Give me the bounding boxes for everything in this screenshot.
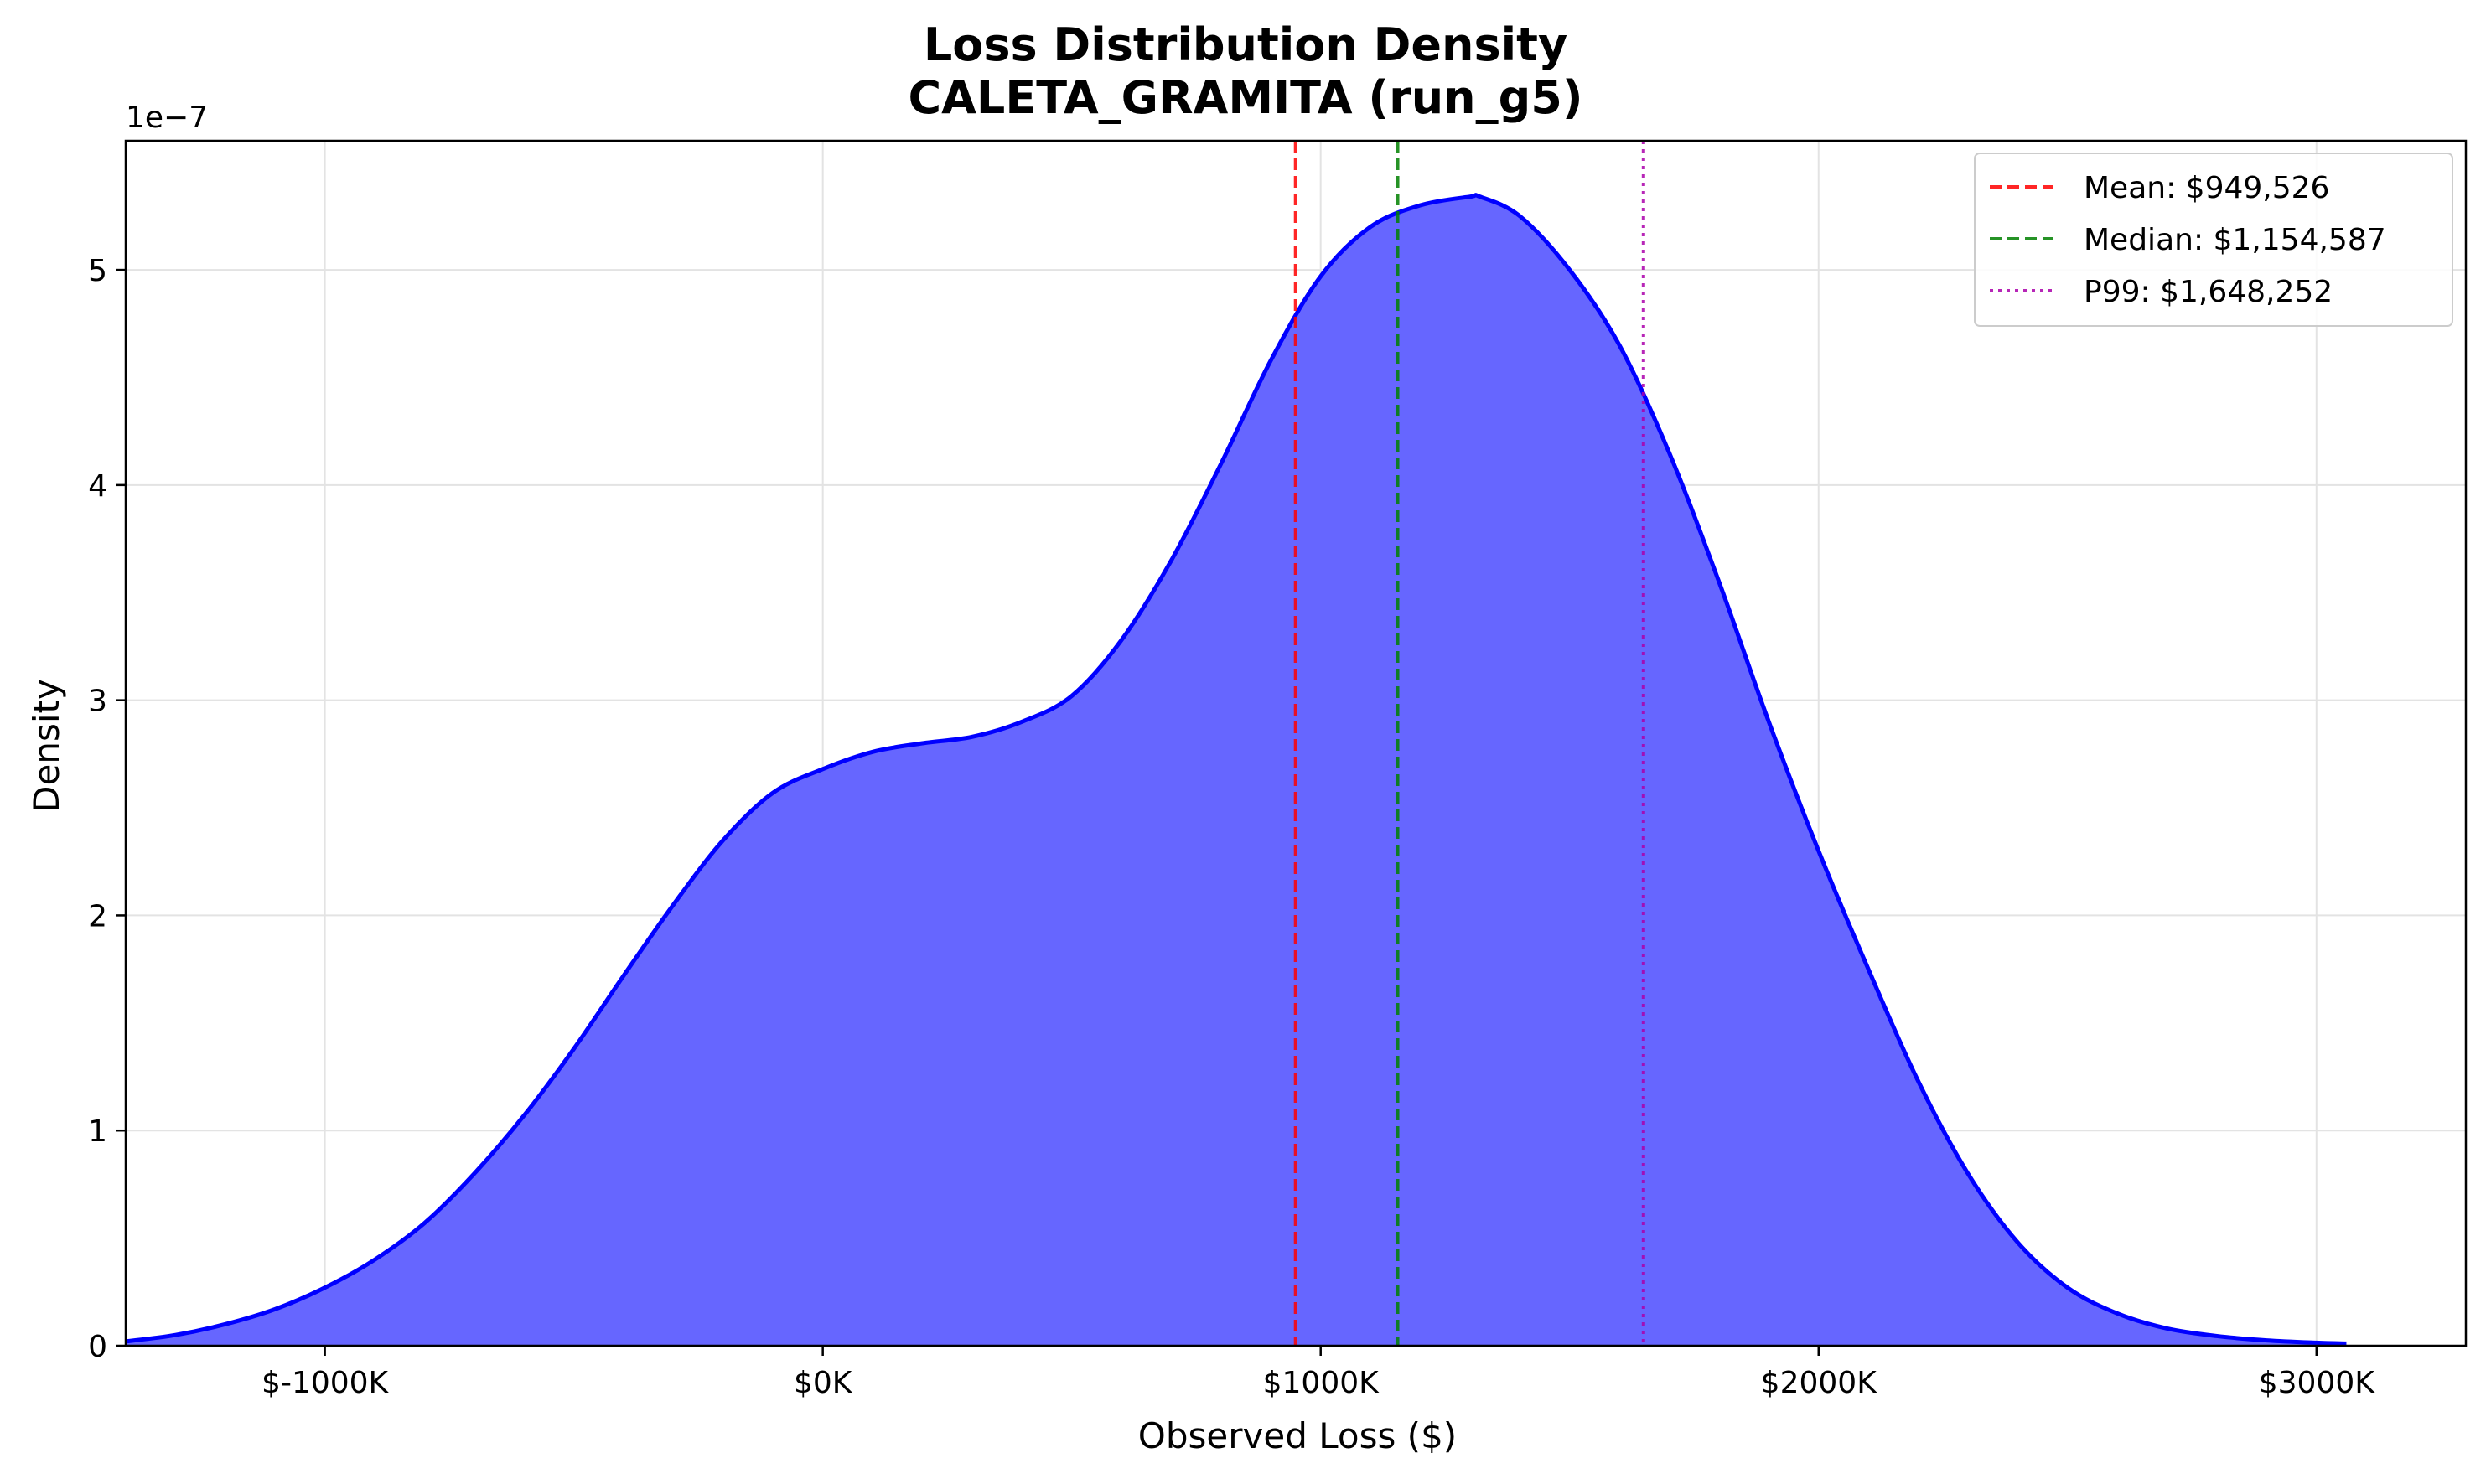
density-line bbox=[125, 193, 2347, 1346]
y-offset-label: 1e−7 bbox=[126, 101, 208, 135]
legend-label: P99: $1,648,252 bbox=[2084, 275, 2333, 309]
y-tick-label: 2 bbox=[88, 899, 107, 933]
y-tick-label: 3 bbox=[88, 685, 107, 719]
y-axis-ticks: 0 1 2 3 4 5 bbox=[88, 254, 126, 1364]
chart-subtitle: CALETA_GRAMITA (run_g5) bbox=[908, 71, 1582, 124]
legend-label: Median: $1,154,587 bbox=[2084, 223, 2386, 257]
x-tick-label: $1000K bbox=[1263, 1366, 1380, 1400]
legend: Mean: $949,526 Median: $1,154,587 P99: $1,… bbox=[1974, 153, 2453, 327]
density-area bbox=[125, 193, 2347, 1346]
y-tick-label: 1 bbox=[88, 1114, 107, 1149]
y-tick-label: 4 bbox=[88, 469, 107, 504]
density-fill bbox=[126, 194, 2347, 1346]
reference-lines bbox=[1293, 141, 1645, 1346]
y-axis-label: Density bbox=[26, 679, 67, 813]
legend-box bbox=[1974, 153, 2453, 327]
plot-frame bbox=[124, 139, 2468, 1347]
y-tick-label: 0 bbox=[88, 1330, 107, 1364]
x-tick-label: $3000K bbox=[2259, 1366, 2376, 1400]
y-tick-label: 5 bbox=[88, 254, 107, 288]
x-axis-label: Observed Loss ($) bbox=[1138, 1415, 1457, 1456]
legend-label: Mean: $949,526 bbox=[2084, 171, 2329, 205]
x-tick-label: $2000K bbox=[1761, 1366, 1878, 1400]
x-tick-label: $0K bbox=[794, 1366, 853, 1400]
x-axis-ticks: $-1000K $0K $1000K $2000K $3000K bbox=[262, 1346, 2375, 1400]
chart-title: Loss Distribution Density bbox=[924, 18, 1567, 71]
x-tick-label: $-1000K bbox=[262, 1366, 390, 1400]
